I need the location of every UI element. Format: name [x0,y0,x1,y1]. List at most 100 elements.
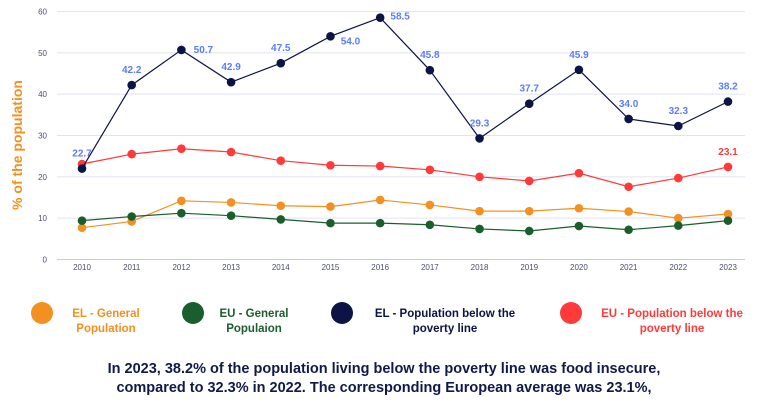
data-point [375,161,385,171]
legend-marker-icon [560,302,582,324]
series-group: 23.1 22.7 42.2 50.7 42.9 47.5 54.0 58.5 45.8 29.3… [72,12,738,236]
data-point [226,211,236,220]
legend-label: EL - General [72,308,140,320]
y-tick-label: 20 [38,173,47,182]
data-point [674,221,683,230]
data-point [226,147,236,157]
data-point [475,224,484,234]
legend: EL - General Population EU - General Popula… [31,302,743,335]
x-tick-label: 2012 [172,263,190,272]
data-point [226,77,236,87]
data-point [276,58,286,68]
x-tick-label: 2019 [520,263,538,272]
data-point [624,182,633,192]
series-line [81,212,729,232]
data-point [475,172,484,182]
legend-item: EU - General Populaion [182,302,289,335]
y-tick-label: 30 [38,132,47,141]
data-point [574,221,584,231]
data-label: 34.0 [619,99,639,110]
legend-item: EL - General Population [31,302,140,335]
data-label: 58.5 [390,12,410,23]
data-point [226,198,236,207]
legend-label: EU - Population below the [601,308,743,320]
data-point [326,32,335,41]
legend-item: EL - Population below the poverty line [331,302,515,335]
x-tick-label: 2011 [123,263,141,272]
data-point [674,121,683,131]
x-tick-label: 2017 [421,263,439,272]
data-point [475,206,484,216]
summary-line-2: compared to 32.3% in 2022. The correspon… [116,380,651,396]
x-tick-label: 2020 [570,263,588,272]
legend-marker-icon [331,302,353,324]
series-line [81,148,729,188]
legend-label: poverty line [640,323,705,335]
legend-marker-icon [31,302,53,324]
data-point [177,45,186,55]
data-point [574,203,584,213]
summary-line-1: In 2023, 38.2% of the population living … [108,361,661,377]
data-point [425,220,435,230]
data-point [524,226,534,236]
series-el-general-population [77,195,733,232]
data-point [425,65,435,75]
data-label: 47.5 [271,43,291,54]
data-point [77,223,87,232]
x-tick-label: 2010 [73,263,91,272]
data-point [77,216,87,225]
y-tick-label: 60 [38,8,47,17]
y-tick-label: 10 [38,214,47,223]
x-tick-label: 2014 [272,263,290,272]
data-label: 45.8 [420,50,440,61]
x-tick-label: 2021 [620,263,638,272]
data-label: 45.9 [569,50,589,61]
data-point [276,156,286,166]
data-label: 23.1 [718,147,738,158]
data-label: 50.7 [194,45,214,56]
series-eu-general-populaion [77,208,733,236]
legend-label: EL - Population below the [375,308,515,320]
data-label: 32.3 [669,106,689,117]
data-point [326,218,335,228]
data-point [127,212,136,221]
data-point [674,213,683,223]
data-label: 38.2 [718,82,738,93]
legend-marker-icon [182,302,204,324]
series-line [81,199,729,229]
gridlines [57,11,745,260]
data-point [375,13,385,22]
legend-label: Population [76,323,135,335]
data-point [375,218,385,228]
data-point [326,202,335,211]
data-point [723,216,733,225]
data-point [177,196,186,206]
x-tick-label: 2013 [222,263,240,272]
data-point [524,206,534,216]
data-point [127,80,136,90]
data-point [425,200,435,210]
y-tick-label: 50 [38,49,47,58]
data-point [674,173,683,183]
data-label: 29.3 [470,118,490,129]
y-tick-label: 0 [43,256,48,265]
x-tick-label: 2015 [322,263,340,272]
data-point [425,165,435,175]
data-label: 22.7 [72,149,92,160]
data-point [177,144,186,154]
y-tick-label: 40 [38,90,47,99]
data-point [127,149,136,159]
x-tick-label: 2016 [371,263,389,272]
data-point [723,162,733,172]
data-point [475,134,484,143]
data-point [624,207,633,216]
data-point [276,215,286,224]
data-point [624,114,633,124]
data-point [276,201,286,211]
data-point [524,99,534,108]
series-eu-population-below-the-poverty-line: 23.1 [77,144,738,192]
data-point [574,168,584,178]
series-line [81,16,729,169]
legend-label: poverty line [413,323,478,335]
